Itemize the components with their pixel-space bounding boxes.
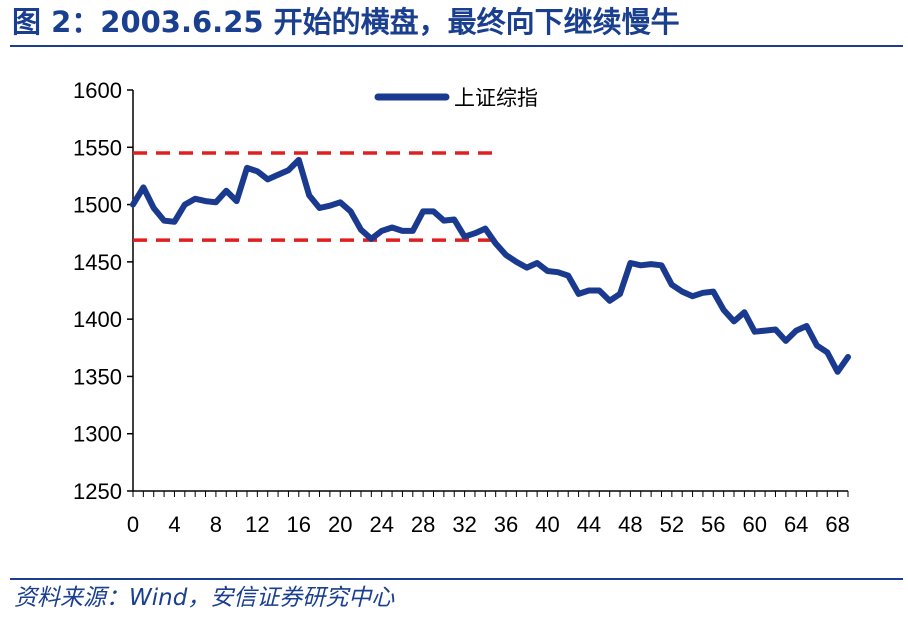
source-note: 资料来源：Wind，安信证券研究中心 bbox=[14, 585, 395, 611]
series-line bbox=[130, 156, 851, 375]
x-tick-label: 52 bbox=[660, 512, 684, 537]
y-tick-label: 1550 bbox=[73, 135, 122, 160]
x-tick-label: 64 bbox=[784, 512, 808, 537]
x-tick-label: 36 bbox=[494, 512, 518, 537]
footer-rule bbox=[10, 578, 903, 580]
x-tick-label: 44 bbox=[577, 512, 601, 537]
x-tick-label: 56 bbox=[701, 512, 725, 537]
x-tick-label: 20 bbox=[328, 512, 352, 537]
x-tick-label: 68 bbox=[825, 512, 849, 537]
x-tick-label: 32 bbox=[452, 512, 476, 537]
x-tick-label: 4 bbox=[168, 512, 180, 537]
y-tick-label: 1500 bbox=[73, 193, 122, 218]
x-tick-label: 24 bbox=[369, 512, 393, 537]
x-tick-label: 28 bbox=[411, 512, 435, 537]
x-tick-label: 16 bbox=[287, 512, 311, 537]
x-tick-label: 0 bbox=[127, 512, 139, 537]
x-tick-label: 48 bbox=[618, 512, 642, 537]
x-tick-label: 8 bbox=[210, 512, 222, 537]
legend-label: 上证综指 bbox=[454, 86, 538, 110]
y-tick-label: 1300 bbox=[73, 422, 122, 447]
x-tick-label: 40 bbox=[535, 512, 559, 537]
chart-title: 图 2：2003.6.25 开始的横盘，最终向下继续慢牛 bbox=[12, 5, 680, 39]
legend: 上证综指 bbox=[374, 86, 538, 110]
x-tick-label: 60 bbox=[742, 512, 766, 537]
reference-lines bbox=[133, 151, 499, 242]
series-layer bbox=[130, 156, 851, 375]
x-tick-label: 12 bbox=[245, 512, 269, 537]
header-rule bbox=[10, 45, 903, 47]
y-tick-label: 1400 bbox=[73, 307, 122, 332]
y-tick-label: 1450 bbox=[73, 250, 122, 275]
y-tick-label: 1250 bbox=[73, 479, 122, 504]
y-tick-label: 1600 bbox=[73, 78, 122, 103]
y-tick-label: 1350 bbox=[73, 364, 122, 389]
